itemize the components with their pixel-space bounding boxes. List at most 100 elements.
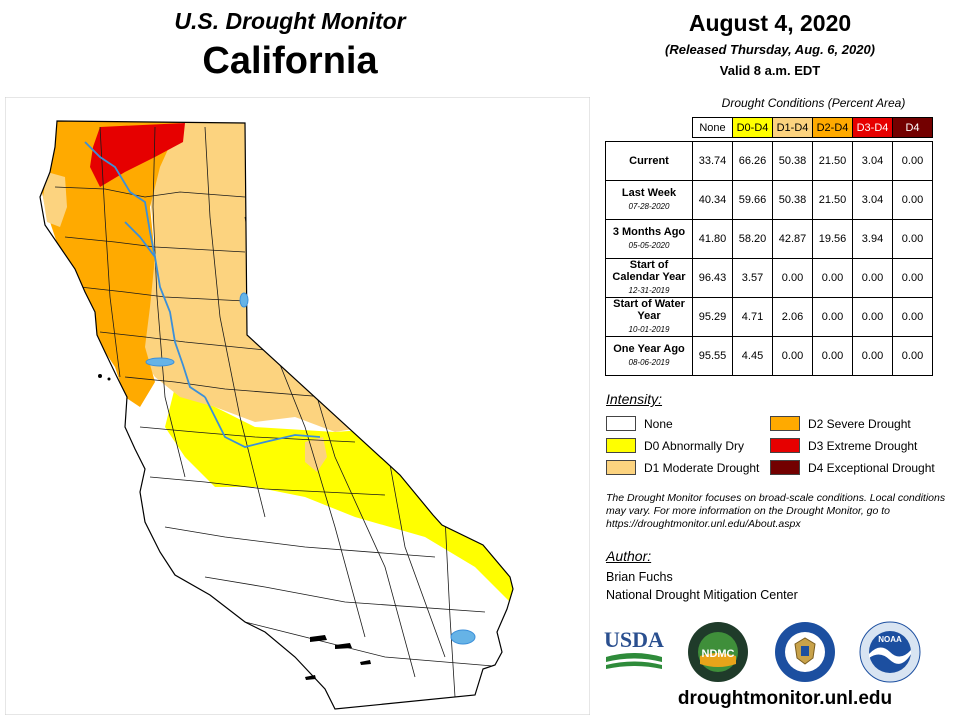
- col-none: None: [692, 117, 733, 138]
- table-cell: 0.00: [852, 258, 893, 298]
- disclaimer-text: The Drought Monitor focuses on broad-sca…: [606, 492, 946, 530]
- ndmc-wordmark: NDMC: [702, 648, 735, 660]
- table-cell: 3.04: [852, 180, 893, 220]
- legend-label: None: [644, 416, 673, 431]
- table-row: Start of Calendar Year 12-31-2019 96.43 3…: [605, 258, 933, 298]
- legend-label: D0 Abnormally Dry: [644, 438, 745, 453]
- rivers: [84, 141, 321, 448]
- author-organization: National Drought Mitigation Center: [606, 588, 798, 602]
- table-cell: 96.43: [692, 258, 733, 298]
- table-cell: 0.00: [772, 258, 813, 298]
- california-drought-map: [5, 97, 590, 715]
- lakes: [145, 292, 476, 645]
- table-cell: 40.34: [692, 180, 733, 220]
- table-cell: 3.57: [732, 258, 773, 298]
- row-label: Last Week 07-28-2020: [605, 180, 693, 220]
- table-cell: 0.00: [892, 141, 933, 181]
- legend-label: D3 Extreme Drought: [808, 438, 918, 453]
- table-cell: 0.00: [892, 219, 933, 259]
- table-cell: 0.00: [772, 336, 813, 376]
- legend-swatch: [606, 416, 636, 431]
- table-header-row: None D0-D4 D1-D4 D2-D4 D3-D4 D4: [606, 117, 933, 138]
- table-cell: 58.20: [732, 219, 773, 259]
- website-url: droughtmonitor.unl.edu: [677, 688, 893, 709]
- legend-label: D4 Exceptional Drought: [808, 460, 935, 475]
- table-cell: 4.71: [732, 297, 773, 337]
- legend-item-d4: D4 Exceptional Drought: [770, 460, 935, 475]
- table-cell: 95.55: [692, 336, 733, 376]
- ndmc-logo-icon: NDMC: [688, 622, 748, 682]
- legend-item-d1: D1 Moderate Drought: [606, 460, 759, 475]
- legend-swatch: [606, 438, 636, 453]
- row-date: 07-28-2020: [628, 202, 670, 211]
- table-cell: 0.00: [812, 297, 853, 337]
- row-label: Start of Water Year 10-01-2019: [605, 297, 693, 337]
- table-cell: 66.26: [732, 141, 773, 181]
- author-heading: Author:: [606, 548, 652, 564]
- legend-label: D1 Moderate Drought: [644, 460, 760, 475]
- table-cell: 0.00: [852, 297, 893, 337]
- map-date: August 4, 2020: [688, 10, 852, 36]
- drought-conditions-table: None D0-D4 D1-D4 D2-D4 D3-D4 D4 Current …: [605, 117, 933, 376]
- map-product-title: U.S. Drought Monitor: [174, 8, 406, 34]
- col-d4: D4: [892, 117, 933, 138]
- table-cell: 21.50: [812, 180, 853, 220]
- row-label: 3 Months Ago 05-05-2020: [605, 219, 693, 259]
- table-caption: Drought Conditions (Percent Area): [721, 96, 906, 110]
- table-row: Start of Water Year 10-01-2019 95.29 4.71…: [605, 297, 933, 337]
- usda-logo-icon: USDA: [604, 627, 664, 669]
- row-date: 05-05-2020: [628, 241, 670, 250]
- valid-time: Valid 8 a.m. EDT: [719, 63, 821, 78]
- table-cell: 0.00: [892, 258, 933, 298]
- col-d1-d4: D1-D4: [772, 117, 813, 138]
- d0-region: [165, 387, 513, 617]
- row-date: 12-31-2019: [628, 286, 670, 295]
- legend-item-d3: D3 Extreme Drought: [770, 438, 917, 453]
- table-cell: 95.29: [692, 297, 733, 337]
- table-cell: 0.00: [892, 180, 933, 220]
- state-title: California: [202, 40, 378, 82]
- col-d2-d4: D2-D4: [812, 117, 853, 138]
- table-cell: 50.38: [772, 141, 813, 181]
- col-d3-d4: D3-D4: [852, 117, 893, 138]
- table-cell: 41.80: [692, 219, 733, 259]
- usda-wordmark: USDA: [604, 627, 664, 652]
- row-date: 10-01-2019: [628, 325, 670, 334]
- lake-tahoe: [239, 292, 249, 308]
- d0-region-coast: [43, 172, 67, 227]
- table-cell: 0.00: [812, 336, 853, 376]
- table-cell: 19.56: [812, 219, 853, 259]
- noaa-wordmark: NOAA: [878, 635, 902, 644]
- table-cell: 42.87: [772, 219, 813, 259]
- table-cell: 59.66: [732, 180, 773, 220]
- table-cell: 2.06: [772, 297, 813, 337]
- legend-item-d0: D0 Abnormally Dry: [606, 438, 744, 453]
- channel-islands: [98, 374, 371, 680]
- table-cell: 0.00: [892, 297, 933, 337]
- table-cell: 50.38: [772, 180, 813, 220]
- table-cell: 4.45: [732, 336, 773, 376]
- col-d0-d4: D0-D4: [732, 117, 773, 138]
- release-date: (Released Thursday, Aug. 6, 2020): [665, 42, 875, 57]
- legend-swatch: [770, 460, 800, 475]
- dept-commerce-seal-icon: [775, 622, 835, 682]
- table-cell: 0.00: [812, 258, 853, 298]
- row-date: 08-06-2019: [628, 358, 670, 367]
- table-cell: 3.94: [852, 219, 893, 259]
- legend-swatch: [770, 416, 800, 431]
- row-label: Current: [605, 141, 693, 181]
- table-cell: 33.74: [692, 141, 733, 181]
- table-cell: 21.50: [812, 141, 853, 181]
- legend-swatch: [606, 460, 636, 475]
- legend-item-d2: D2 Severe Drought: [770, 416, 911, 431]
- table-row: 3 Months Ago 05-05-2020 41.80 58.20 42.87…: [605, 219, 933, 259]
- table-cell: 0.00: [892, 336, 933, 376]
- table-row: Last Week 07-28-2020 40.34 59.66 50.38 21…: [605, 180, 933, 220]
- legend-swatch: [770, 438, 800, 453]
- legend-item-none: None: [606, 416, 673, 431]
- d3-region: [90, 123, 185, 187]
- salton-sea: [450, 629, 476, 645]
- legend-title: Intensity:: [606, 391, 663, 407]
- row-label: Start of Calendar Year 12-31-2019: [605, 258, 693, 298]
- bay-delta: [145, 357, 175, 367]
